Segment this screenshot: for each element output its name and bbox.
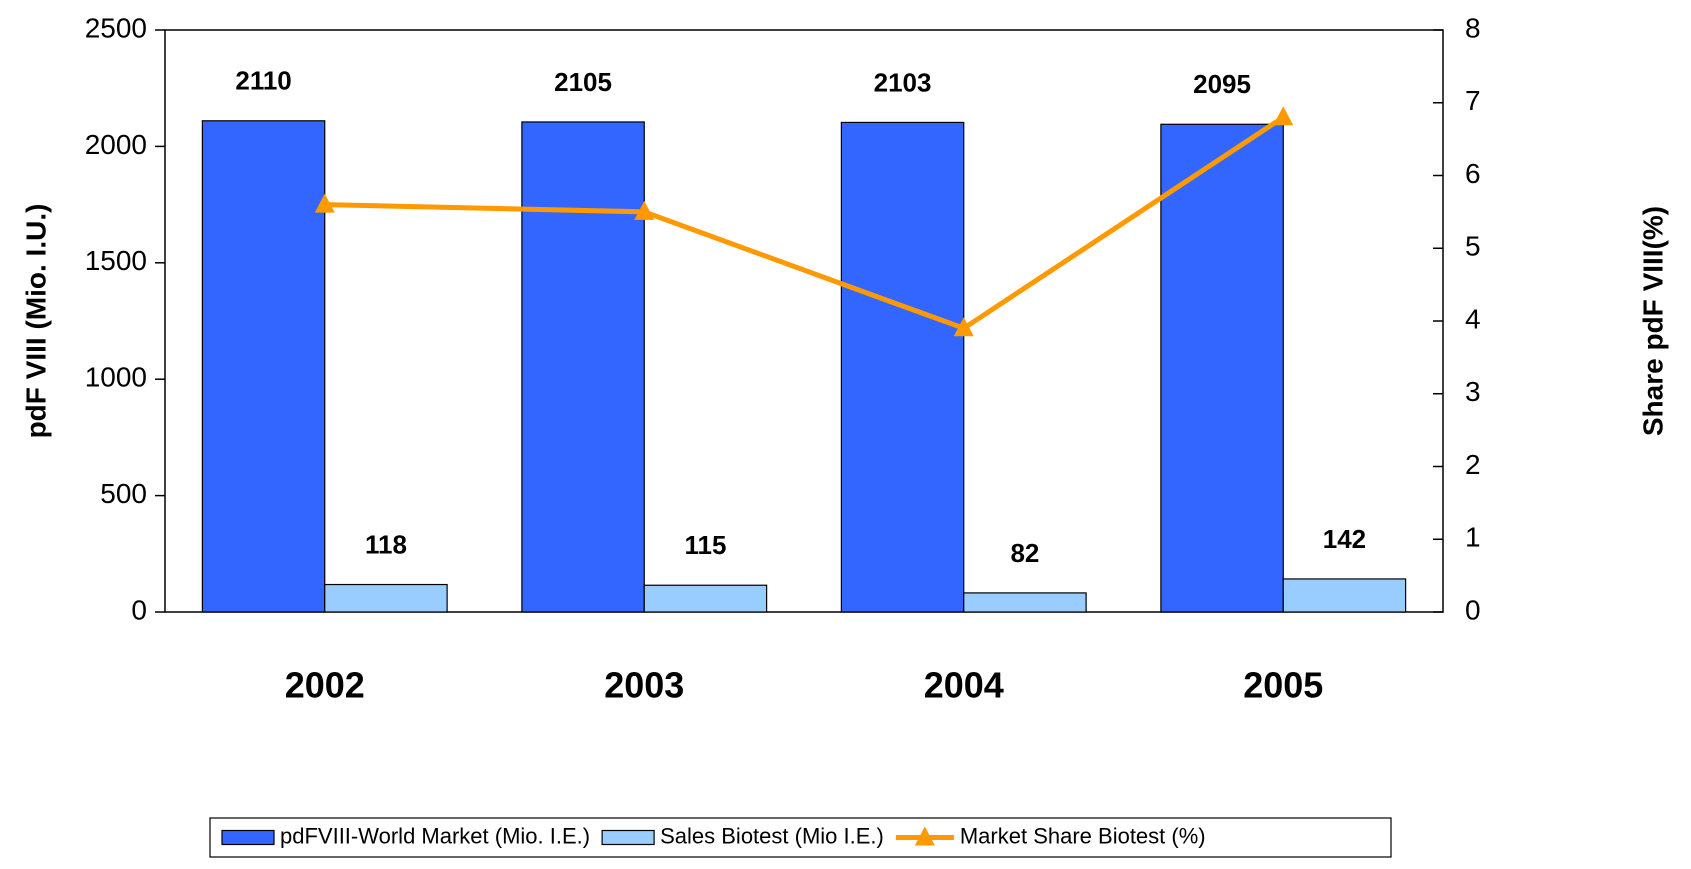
legend-swatch	[601, 829, 655, 846]
bar	[643, 584, 768, 613]
line-marker	[1273, 106, 1294, 126]
y-axis-title: pdF VIII (Mio. I.U.)	[20, 204, 51, 439]
x-tick-label: 2004	[924, 665, 1004, 706]
legend-swatch	[221, 829, 275, 846]
bar	[1282, 578, 1407, 613]
legend-label: Market Share Biotest (%)	[960, 823, 1206, 848]
line-marker	[314, 193, 335, 213]
y2-tick-label: 8	[1465, 12, 1481, 43]
x-tick-label: 2005	[1243, 665, 1323, 706]
y2-tick-label: 2	[1465, 449, 1481, 480]
legend-label: Sales Biotest (Mio I.E.)	[660, 823, 884, 848]
data-label: 142	[1323, 524, 1366, 554]
data-label: 118	[365, 529, 407, 559]
data-label: 2110	[235, 66, 291, 96]
data-label: 2095	[1193, 69, 1251, 99]
y2-axis-title: Share pdF VIII(%)	[1637, 206, 1668, 436]
y2-tick-label: 1	[1465, 522, 1481, 553]
y2-tick-label: 6	[1465, 158, 1481, 189]
data-label: 82	[1010, 538, 1039, 568]
bar	[201, 120, 326, 613]
bar	[963, 592, 1087, 613]
y2-tick-label: 7	[1465, 85, 1481, 116]
y2-tick-label: 3	[1465, 376, 1481, 407]
y2-tick-label: 4	[1465, 303, 1481, 334]
bar	[1160, 123, 1284, 613]
bar	[840, 121, 965, 613]
y2-tick-label: 5	[1465, 231, 1481, 262]
y2-tick-label: 0	[1465, 594, 1481, 625]
data-label: 115	[684, 530, 726, 560]
x-tick-label: 2002	[285, 665, 365, 706]
y-tick-label: 1500	[85, 245, 147, 276]
legend-label: pdFVIII-World Market (Mio. I.E.)	[280, 823, 590, 848]
plot-frame	[164, 29, 1444, 613]
y-tick-label: 0	[131, 594, 147, 625]
x-tick-label: 2003	[604, 665, 684, 706]
bar	[521, 121, 645, 613]
data-label: 2103	[874, 67, 932, 97]
line-marker	[634, 200, 655, 220]
y-tick-label: 500	[100, 478, 147, 509]
legend-box	[209, 817, 1392, 858]
data-label: 2105	[554, 67, 612, 97]
line	[324, 115, 1285, 332]
legend-swatch	[914, 826, 935, 846]
y-tick-label: 2000	[85, 129, 147, 160]
bar	[324, 583, 448, 613]
y-tick-label: 1000	[85, 362, 147, 393]
line-marker	[953, 317, 974, 337]
y-tick-label: 2500	[85, 12, 147, 43]
